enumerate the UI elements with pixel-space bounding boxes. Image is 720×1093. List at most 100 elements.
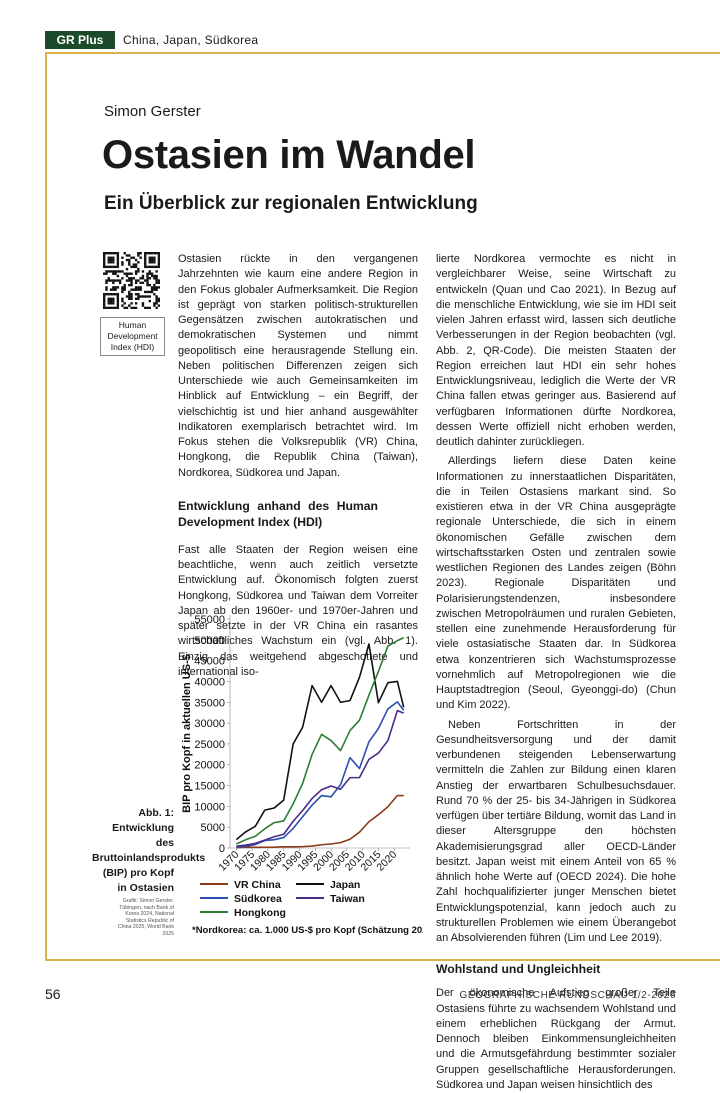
- qr-module: [112, 270, 115, 273]
- qr-module: [121, 263, 124, 266]
- qr-module: [116, 295, 120, 298]
- chart-note: *Nordkorea: ca. 1.000 US-$ pro Kopf (Sch…: [192, 925, 423, 936]
- qr-module: [105, 306, 108, 309]
- frame-line: [45, 52, 720, 54]
- qr-module: [107, 279, 110, 282]
- qr-module: [130, 265, 133, 269]
- qr-module: [125, 254, 129, 257]
- qr-module: [153, 286, 156, 289]
- qr-module: [116, 270, 120, 273]
- qr-module: [105, 293, 108, 296]
- qr-module: [103, 261, 106, 264]
- qr-module: [118, 281, 122, 285]
- data-line: [236, 709, 404, 848]
- qr-module: [130, 283, 133, 287]
- author: Simon Gerster: [104, 103, 201, 120]
- qr-module: [157, 256, 160, 259]
- qr-module: [157, 258, 160, 262]
- qr-module: [112, 265, 115, 269]
- qr-module: [150, 272, 154, 275]
- qr-module: [144, 258, 147, 262]
- qr-module: [146, 274, 149, 278]
- qr-module: [116, 261, 120, 264]
- sidebar-box: Human Development Index (HDI): [100, 317, 165, 356]
- qr-module: [109, 265, 113, 269]
- qr-module: [134, 270, 138, 273]
- journal: GEOGRAPHISCHE RUNDSCHAU 1/2-2026: [459, 990, 676, 1001]
- qr-module: [132, 256, 136, 259]
- qr-module: [121, 299, 124, 303]
- qr-module: [112, 279, 115, 282]
- qr-module: [103, 302, 106, 305]
- qr-module: [144, 256, 147, 259]
- qr-module: [134, 288, 138, 291]
- qr-module: [155, 297, 158, 300]
- qr-module: [112, 286, 115, 289]
- y-tick-label: 0: [219, 843, 225, 855]
- qr-code[interactable]: [103, 252, 160, 309]
- qr-module: [144, 279, 147, 282]
- legend-label: Südkorea: [234, 893, 282, 905]
- qr-module: [155, 295, 158, 298]
- qr-module: [125, 258, 129, 262]
- qr-module: [146, 306, 149, 309]
- qr-module: [114, 306, 117, 309]
- qr-module: [128, 290, 131, 294]
- qr-module: [153, 274, 156, 278]
- qr-module: [103, 306, 106, 309]
- qr-module: [103, 254, 106, 257]
- section-topic: China, Japan, Südkorea: [123, 33, 259, 47]
- qr-module: [130, 288, 133, 291]
- qr-module: [116, 286, 120, 289]
- paragraph: Neben Fortschritten in der Gesundheitsve…: [436, 718, 676, 945]
- qr-module: [150, 288, 154, 291]
- qr-module: [103, 258, 106, 262]
- qr-module: [130, 281, 133, 285]
- qr-module: [105, 252, 108, 255]
- qr-module: [118, 279, 122, 282]
- qr-module: [148, 261, 151, 264]
- qr-module: [141, 295, 145, 298]
- qr-module: [105, 286, 108, 289]
- qr-module: [155, 288, 158, 291]
- qr-module: [121, 256, 124, 259]
- qr-module: [130, 256, 133, 259]
- qr-module: [139, 281, 142, 285]
- qr-module: [146, 265, 149, 269]
- qr-module: [148, 272, 151, 275]
- y-tick-label: 20000: [194, 760, 225, 772]
- qr-module: [116, 293, 120, 296]
- qr-module: [116, 306, 120, 309]
- qr-module: [144, 290, 147, 294]
- qr-module: [123, 306, 126, 309]
- qr-module: [157, 261, 160, 264]
- qr-module: [116, 254, 120, 257]
- qr-module: [141, 270, 145, 273]
- legend-label: Taiwan: [330, 893, 365, 905]
- qr-module: [103, 252, 106, 255]
- qr-module: [107, 299, 110, 303]
- qr-module: [134, 293, 138, 296]
- qr-module: [103, 304, 106, 307]
- qr-module: [157, 279, 160, 282]
- qr-module: [141, 277, 145, 280]
- qr-module: [109, 270, 113, 273]
- qr-module: [150, 274, 154, 278]
- qr-module: [137, 288, 140, 291]
- qr-module: [137, 279, 140, 282]
- qr-module: [103, 295, 106, 298]
- qr-module: [125, 272, 129, 275]
- qr-module: [105, 270, 108, 273]
- qr-module: [153, 302, 156, 305]
- qr-module: [146, 252, 149, 255]
- qr-module: [157, 263, 160, 266]
- qr-module: [148, 256, 151, 259]
- qr-module: [153, 265, 156, 269]
- qr-module: [130, 279, 133, 282]
- qr-module: [128, 293, 131, 296]
- qr-module: [125, 274, 129, 278]
- qr-module: [114, 288, 117, 291]
- qr-module: [116, 258, 120, 262]
- qr-module: [157, 297, 160, 300]
- qr-module: [121, 286, 124, 289]
